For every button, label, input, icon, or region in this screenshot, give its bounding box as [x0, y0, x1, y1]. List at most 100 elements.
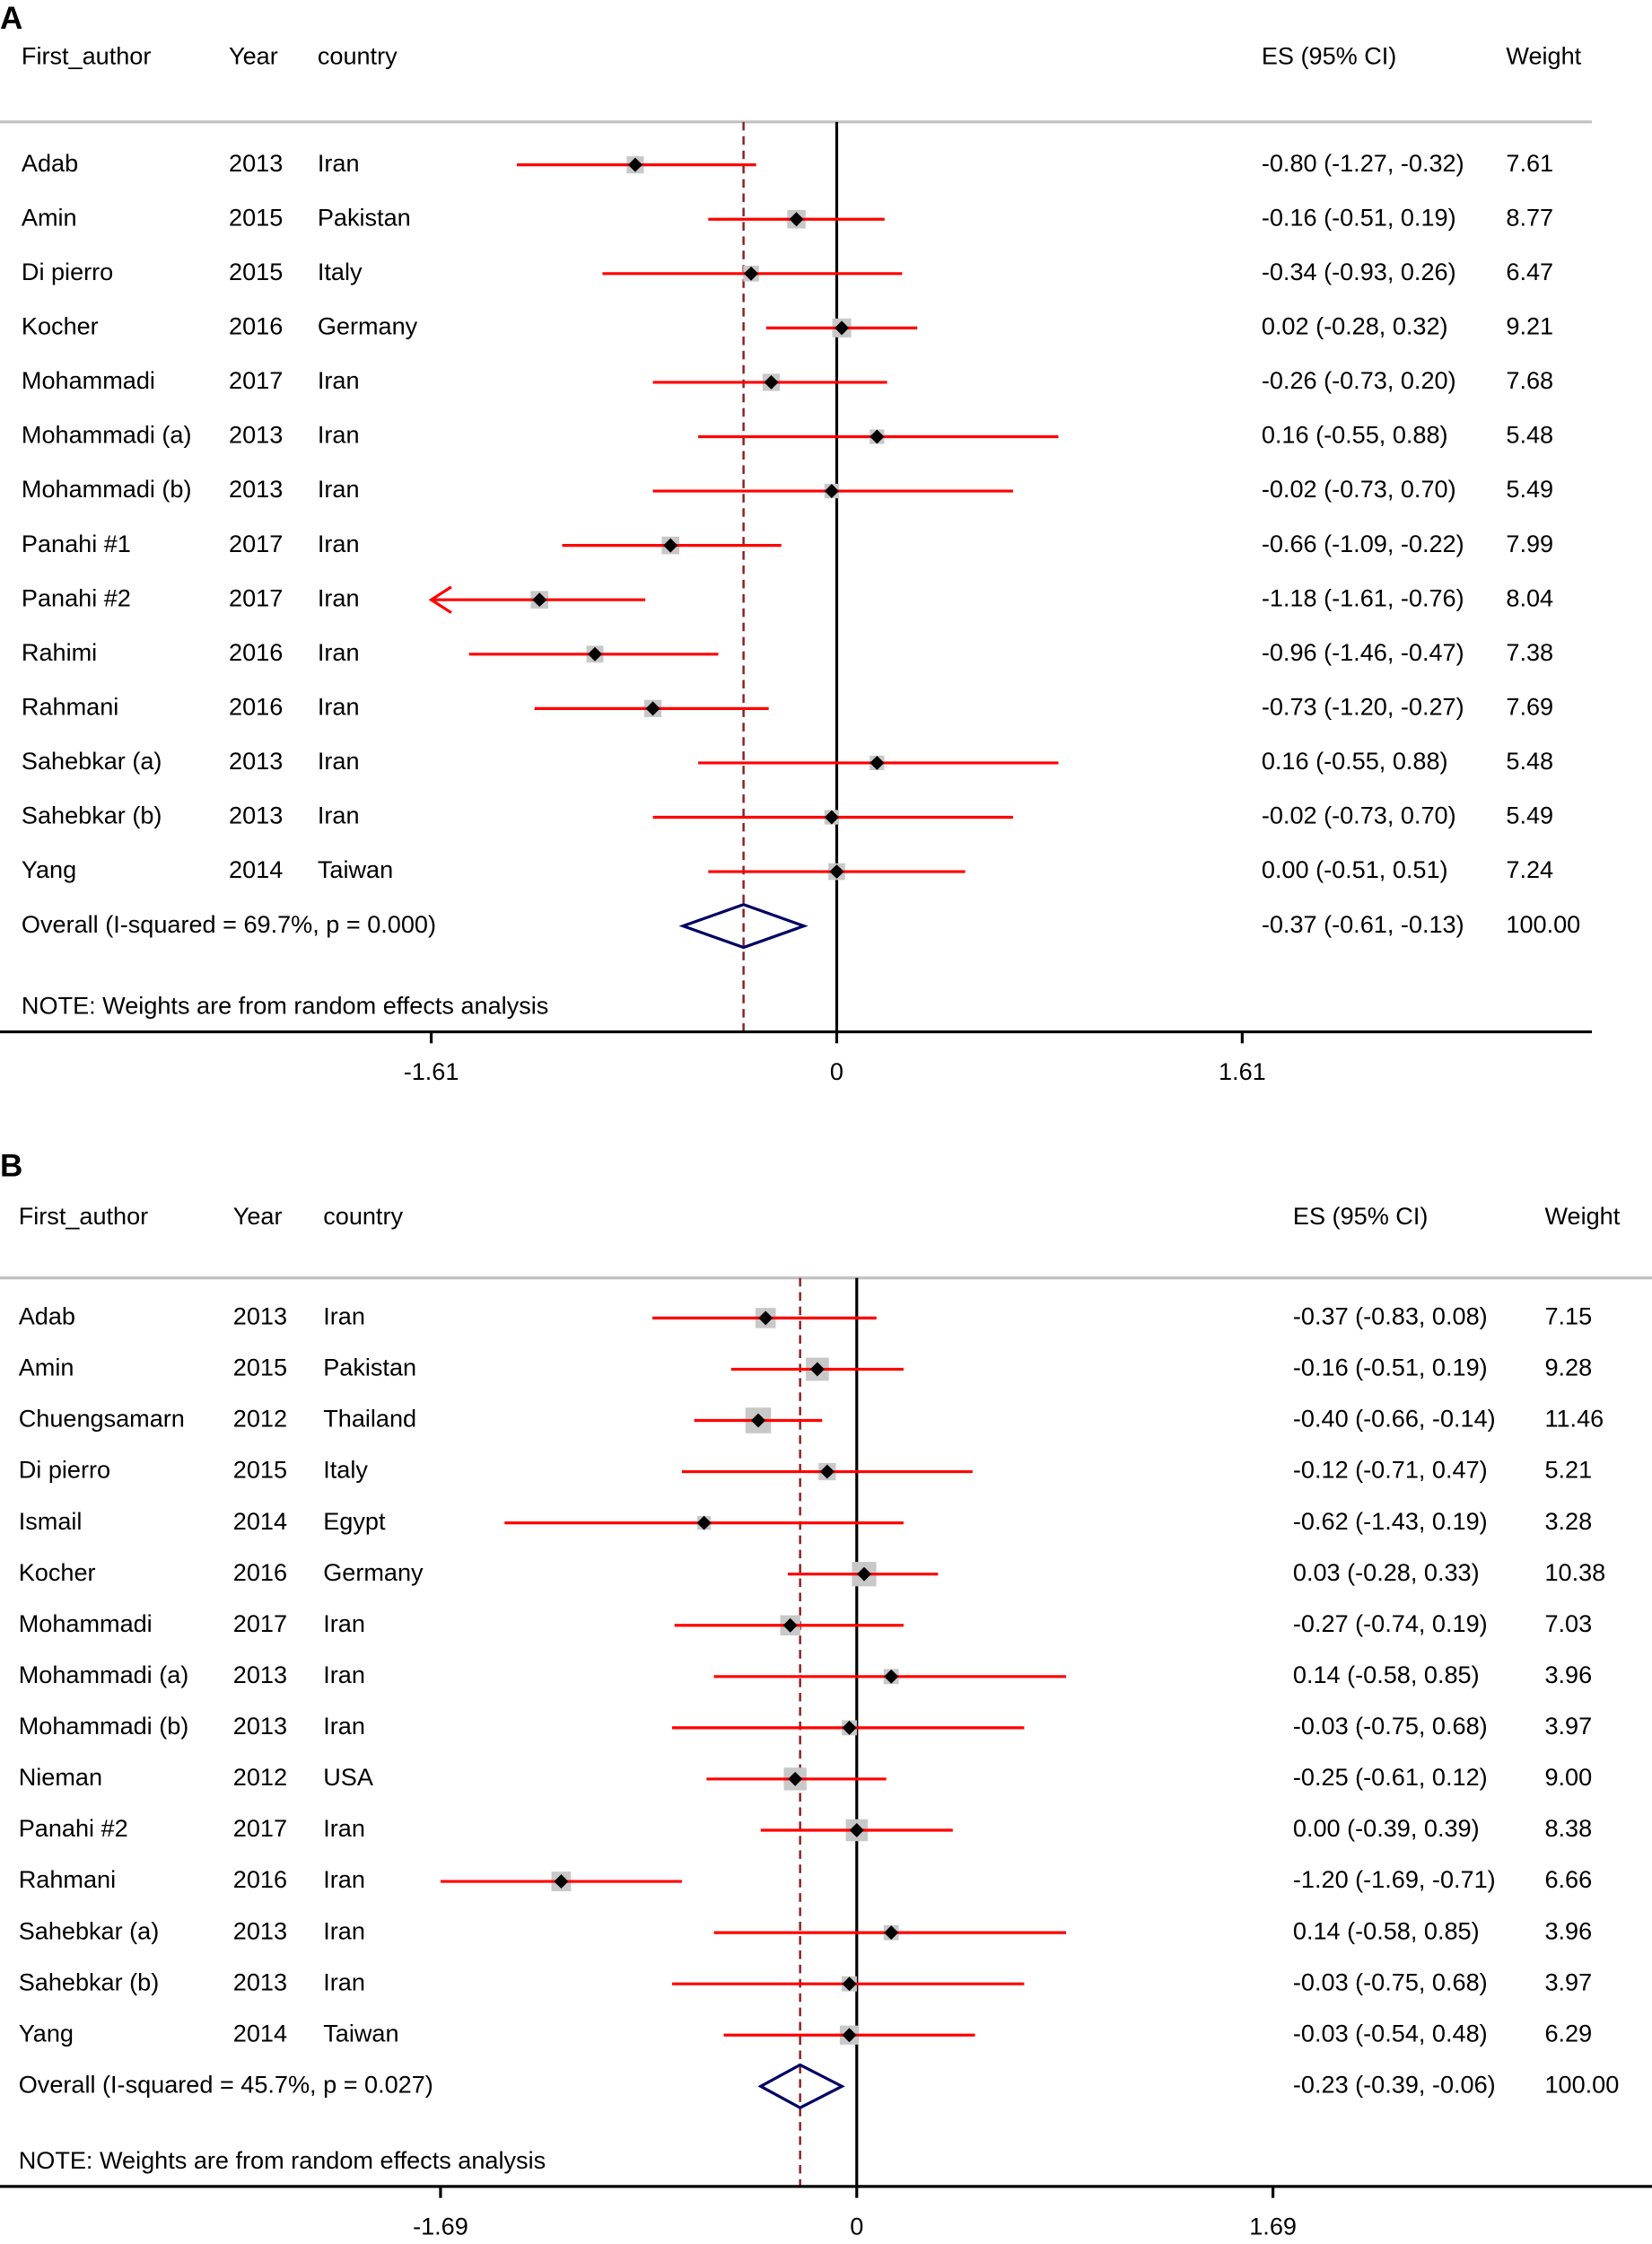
study-author: Panahi #2	[22, 583, 131, 611]
study-weight: 5.21	[1544, 1456, 1592, 1484]
column-header-year: Year	[229, 41, 278, 69]
study-year: 2012	[233, 1405, 287, 1433]
weights-note: NOTE: Weights are from random effects an…	[22, 992, 548, 1020]
column-header-country: country	[318, 41, 398, 69]
study-year: 2014	[233, 1507, 287, 1535]
panel-label: A	[0, 1, 22, 36]
study-country: Italy	[323, 1456, 368, 1484]
study-weight: 8.77	[1506, 203, 1553, 231]
point-estimate	[824, 810, 839, 825]
study-effect-size: 0.16 (-0.55, 0.88)	[1262, 421, 1448, 449]
study-weight: 8.38	[1544, 1814, 1592, 1842]
study-year: 2015	[233, 1456, 287, 1484]
point-estimate	[809, 1362, 825, 1377]
point-estimate	[663, 538, 678, 553]
point-estimate	[842, 2028, 857, 2043]
point-estimate	[849, 1823, 864, 1837]
study-year: 2016	[229, 312, 283, 340]
study-weight: 3.28	[1544, 1507, 1592, 1535]
panel-label: B	[0, 1148, 22, 1183]
study-author: Kocher	[19, 1558, 96, 1586]
column-header-weight: Weight	[1544, 1202, 1620, 1230]
study-year: 2015	[233, 1354, 287, 1381]
study-year: 2017	[229, 530, 283, 557]
point-estimate	[588, 646, 602, 662]
column-header-author: First_author	[22, 41, 151, 69]
study-author: Amin	[22, 203, 77, 231]
study-author: Rahmani	[19, 1865, 116, 1893]
study-author: Mohammadi (b)	[19, 1712, 189, 1740]
study-country: Iran	[318, 802, 360, 829]
study-author: Mohammadi (a)	[22, 421, 192, 449]
study-year: 2013	[229, 149, 283, 177]
study-country: Taiwan	[318, 855, 393, 883]
study-author: Mohammadi	[22, 366, 155, 394]
overall-label: Overall (I-squared = 45.7%, p = 0.027)	[19, 2070, 433, 2098]
study-weight: 9.00	[1544, 1763, 1592, 1791]
study-weight: 6.66	[1544, 1865, 1592, 1893]
study-effect-size: 0.14 (-0.58, 0.85)	[1293, 1916, 1480, 1944]
study-effect-size: -0.02 (-0.73, 0.70)	[1262, 475, 1456, 503]
study-country: USA	[323, 1763, 374, 1791]
study-author: Rahimi	[22, 638, 97, 666]
study-effect-size: -0.80 (-1.27, -0.32)	[1262, 149, 1464, 177]
study-year: 2016	[229, 638, 283, 666]
study-effect-size: -0.02 (-0.73, 0.70)	[1262, 802, 1456, 829]
study-author: Yang	[22, 855, 76, 883]
study-effect-size: -0.73 (-1.20, -0.27)	[1262, 693, 1464, 721]
point-estimate	[842, 1977, 857, 1992]
ci-truncation-arrow-icon	[428, 585, 452, 614]
point-estimate	[857, 1566, 871, 1582]
study-author: Mohammadi	[19, 1609, 153, 1637]
study-effect-size: -0.12 (-0.71, 0.47)	[1293, 1456, 1488, 1484]
study-weight: 7.24	[1506, 855, 1553, 883]
x-tick-label: -1.61	[404, 1057, 459, 1085]
point-estimate	[554, 1874, 569, 1889]
study-effect-size: -1.20 (-1.69, -0.71)	[1293, 1865, 1496, 1893]
point-estimate	[842, 1720, 857, 1735]
study-effect-size: -0.34 (-0.93, 0.26)	[1262, 258, 1456, 285]
study-effect-size: -1.18 (-1.61, -0.76)	[1262, 583, 1464, 611]
overall-effect-size: -0.23 (-0.39, -0.06)	[1293, 2070, 1496, 2098]
study-effect-size: -0.27 (-0.74, 0.19)	[1293, 1609, 1488, 1637]
study-country: Pakistan	[318, 203, 411, 231]
column-header-year: Year	[233, 1202, 283, 1230]
study-weight: 7.38	[1506, 638, 1553, 666]
weights-note: NOTE: Weights are from random effects an…	[19, 2146, 546, 2174]
study-year: 2013	[233, 1661, 287, 1688]
study-year: 2013	[229, 802, 283, 829]
study-weight: 9.28	[1544, 1354, 1592, 1381]
study-weight: 6.29	[1544, 2019, 1592, 2047]
study-effect-size: -0.66 (-1.09, -0.22)	[1262, 530, 1464, 557]
study-effect-size: 0.14 (-0.58, 0.85)	[1293, 1661, 1480, 1688]
study-weight: 8.04	[1506, 583, 1553, 611]
study-author: Yang	[19, 2019, 74, 2047]
study-country: Thailand	[323, 1405, 416, 1433]
study-author: Panahi #1	[22, 530, 131, 557]
study-year: 2013	[229, 421, 283, 449]
study-year: 2013	[233, 1712, 287, 1740]
study-effect-size: 0.00 (-0.39, 0.39)	[1293, 1814, 1480, 1842]
study-year: 2012	[233, 1763, 287, 1791]
study-author: Rahmani	[22, 693, 118, 721]
study-author: Di pierro	[19, 1456, 110, 1484]
study-effect-size: -0.96 (-1.46, -0.47)	[1262, 638, 1464, 666]
study-country: Germany	[323, 1558, 424, 1586]
study-effect-size: -0.62 (-1.43, 0.19)	[1293, 1507, 1488, 1535]
study-year: 2015	[229, 258, 283, 285]
point-estimate	[758, 1310, 774, 1326]
study-weight: 3.97	[1544, 1968, 1592, 1995]
x-tick-label: 1.69	[1249, 2212, 1297, 2240]
study-year: 2016	[233, 1865, 287, 1893]
point-estimate	[824, 484, 839, 499]
point-estimate	[782, 1617, 798, 1633]
study-weight: 9.21	[1506, 312, 1553, 340]
point-estimate	[788, 1771, 803, 1786]
study-country: Egypt	[323, 1507, 386, 1535]
study-year: 2014	[229, 855, 283, 883]
column-header-author: First_author	[19, 1202, 148, 1230]
study-country: Iran	[318, 530, 360, 557]
overall-label: Overall (I-squared = 69.7%, p = 0.000)	[22, 910, 436, 938]
study-country: Iran	[318, 583, 360, 611]
x-tick-label: 0	[830, 1057, 843, 1085]
